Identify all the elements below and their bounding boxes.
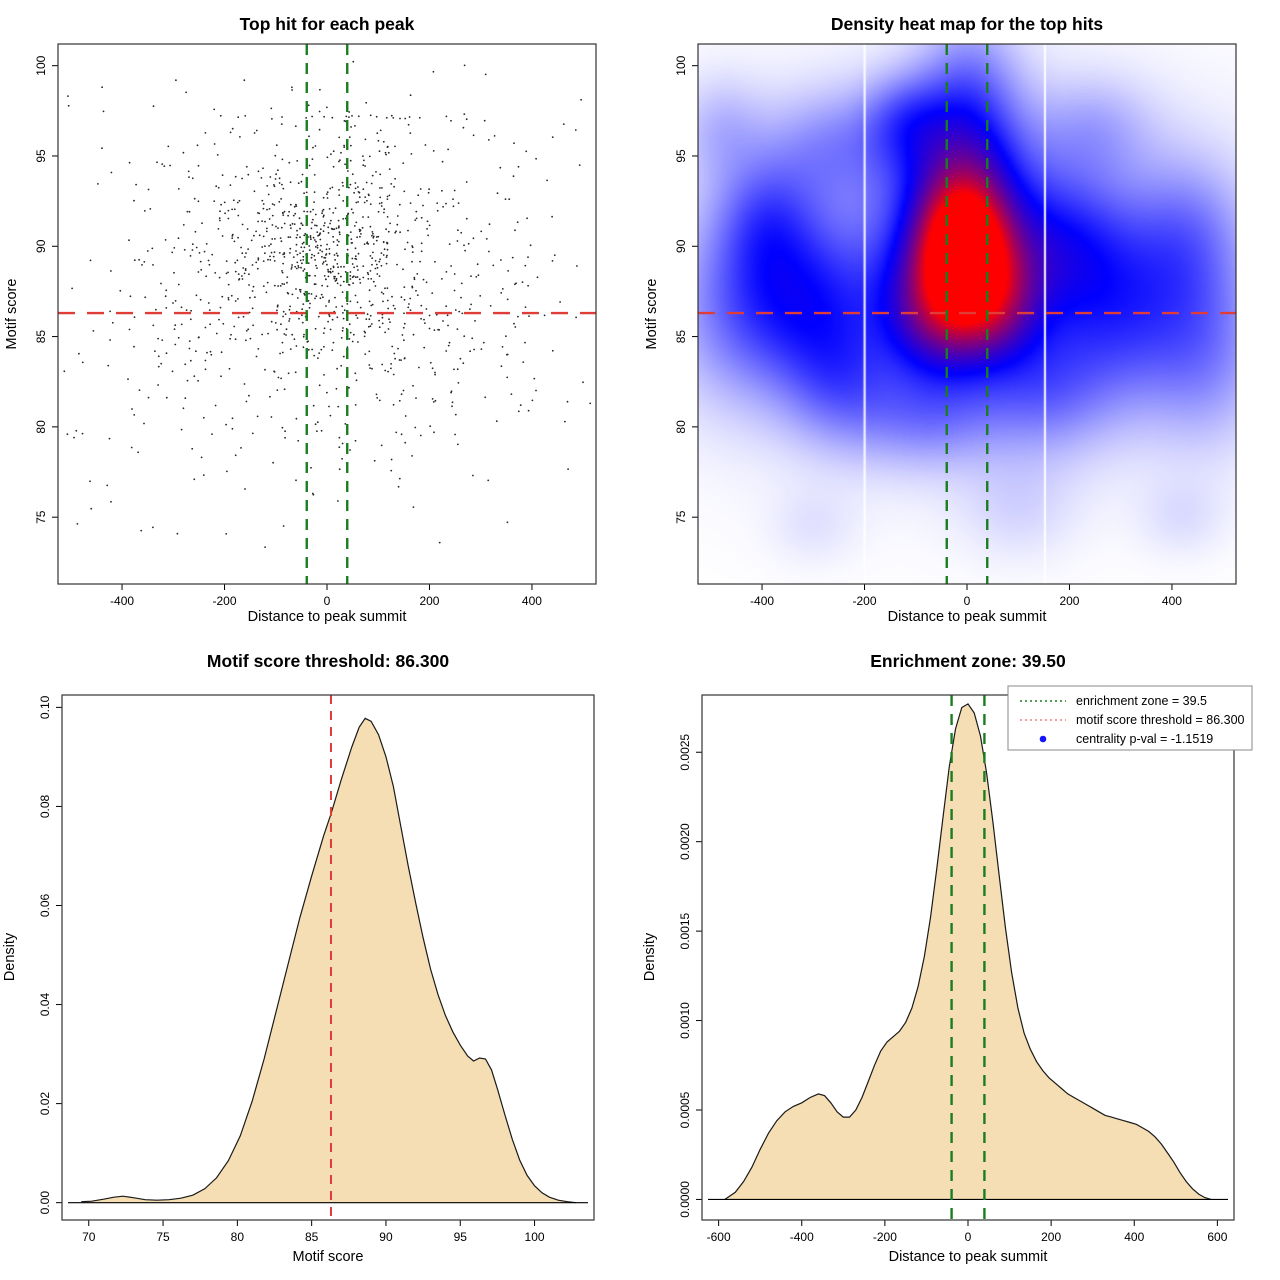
legend-motif-threshold-label: motif score threshold = 86.300 (1076, 713, 1245, 727)
svg-text:0.02: 0.02 (38, 1092, 52, 1116)
svg-text:0: 0 (965, 1230, 972, 1244)
svg-text:-200: -200 (873, 1230, 897, 1244)
svg-text:100: 100 (674, 55, 688, 75)
y-axis-label: Density (642, 932, 658, 981)
svg-text:100: 100 (34, 55, 48, 75)
motif-score-density-svg: 70 75 80 85 90 95 1000.000.020.040.060.080.10 … (2, 651, 595, 1265)
svg-text:75: 75 (674, 510, 688, 524)
scatter-plot-svg: -400 -200 0 200 400 75 80 85 90 95 100 Top hit for… (4, 14, 597, 625)
legend: enrichment zone = 39.5 motif score thres… (1007, 685, 1253, 751)
svg-text:-400: -400 (790, 1230, 814, 1244)
svg-text:0.04: 0.04 (38, 993, 52, 1017)
svg-text:0.08: 0.08 (38, 794, 52, 818)
svg-text:80: 80 (674, 420, 688, 434)
heatmap-plot-area: -400 -200 0 200 400 75 80 85 90 95 100 (674, 43, 1237, 608)
svg-text:80: 80 (34, 420, 48, 434)
svg-text:80: 80 (231, 1230, 245, 1244)
legend-enrichment-zone-label: enrichment zone = 39.5 (1076, 694, 1207, 708)
svg-text:0.0015: 0.0015 (678, 912, 692, 949)
svg-text:-200: -200 (853, 594, 877, 608)
x-axis-label: Distance to peak summit (248, 609, 407, 625)
svg-text:-600: -600 (707, 1230, 731, 1244)
legend-box (1007, 685, 1253, 751)
svg-text:100: 100 (525, 1230, 545, 1244)
svg-text:85: 85 (305, 1230, 319, 1244)
svg-text:0.00: 0.00 (38, 1191, 52, 1215)
density-plot-area: 70 75 80 85 90 95 100 0.00 0.02 0.04 0.06 0.08 0.10 (38, 694, 595, 1244)
chart-title: Density heat map for the top hits (831, 14, 1104, 34)
svg-text:0.06: 0.06 (38, 893, 52, 917)
svg-text:75: 75 (156, 1230, 170, 1244)
panel-top-hit-scatter: -400 -200 0 200 400 75 80 85 90 95 100 Top hit for… (0, 0, 640, 640)
svg-text:0.0005: 0.0005 (678, 1091, 692, 1128)
panel-motif-score-density: 70 75 80 85 90 95 100 0.00 0.02 0.04 0.06 0.08 0.10 … (0, 640, 640, 1280)
svg-text:-200: -200 (213, 594, 237, 608)
enrichment-density-svg: -600 -400 -200 0 200 400 600 0.0000 0.0005 0.0010… (642, 651, 1253, 1265)
svg-text:0: 0 (324, 594, 331, 608)
svg-text:400: 400 (522, 594, 542, 608)
svg-text:200: 200 (1041, 1230, 1061, 1244)
svg-text:90: 90 (34, 239, 48, 253)
svg-text:95: 95 (674, 149, 688, 163)
svg-text:0.10: 0.10 (38, 695, 52, 719)
svg-text:-400: -400 (750, 594, 774, 608)
x-axis-label: Motif score (293, 1249, 364, 1265)
scatter-plot-area: -400 -200 0 200 400 75 80 85 90 95 100 (34, 43, 597, 608)
svg-text:0.0000: 0.0000 (678, 1181, 692, 1218)
svg-text:95: 95 (34, 149, 48, 163)
svg-text:200: 200 (419, 594, 439, 608)
panel-enrichment-zone-density: -600 -400 -200 0 200 400 600 0.0000 0.0005 0.0010… (640, 640, 1280, 1280)
chart-title: Top hit for each peak (240, 14, 415, 34)
svg-text:85: 85 (674, 330, 688, 344)
panel-density-heatmap: -400 -200 0 200 400 75 80 85 90 95 100 Density hea… (640, 0, 1280, 640)
svg-text:95: 95 (454, 1230, 468, 1244)
y-axis-label: Density (2, 932, 18, 981)
svg-text:70: 70 (82, 1230, 96, 1244)
heatmap-overlay-svg: -400 -200 0 200 400 75 80 85 90 95 100 Density hea… (644, 14, 1237, 625)
svg-text:0: 0 (964, 594, 971, 608)
density-plot-area: -600 -400 -200 0 200 400 600 0.0000 0.0005 0.0010… (678, 694, 1235, 1244)
x-axis-label: Distance to peak summit (888, 609, 1047, 625)
svg-text:400: 400 (1162, 594, 1182, 608)
legend-centrality-dot (1039, 735, 1047, 743)
svg-text:85: 85 (34, 330, 48, 344)
svg-text:75: 75 (34, 510, 48, 524)
svg-text:200: 200 (1059, 594, 1079, 608)
svg-text:90: 90 (674, 239, 688, 253)
y-axis-label: Motif score (644, 279, 660, 350)
svg-text:0.0020: 0.0020 (678, 823, 692, 860)
y-axis-label: Motif score (4, 279, 20, 350)
svg-text:-400: -400 (110, 594, 134, 608)
chart-title: Enrichment zone: 39.50 (870, 651, 1066, 671)
svg-text:90: 90 (379, 1230, 393, 1244)
chart-title: Motif score threshold: 86.300 (207, 651, 449, 671)
svg-text:0.0025: 0.0025 (678, 734, 692, 771)
x-axis-label: Distance to peak summit (889, 1249, 1048, 1265)
svg-text:600: 600 (1207, 1230, 1227, 1244)
svg-text:400: 400 (1124, 1230, 1144, 1244)
svg-text:0.0010: 0.0010 (678, 1002, 692, 1039)
legend-centrality-label: centrality p-val = -1.1519 (1076, 732, 1213, 746)
